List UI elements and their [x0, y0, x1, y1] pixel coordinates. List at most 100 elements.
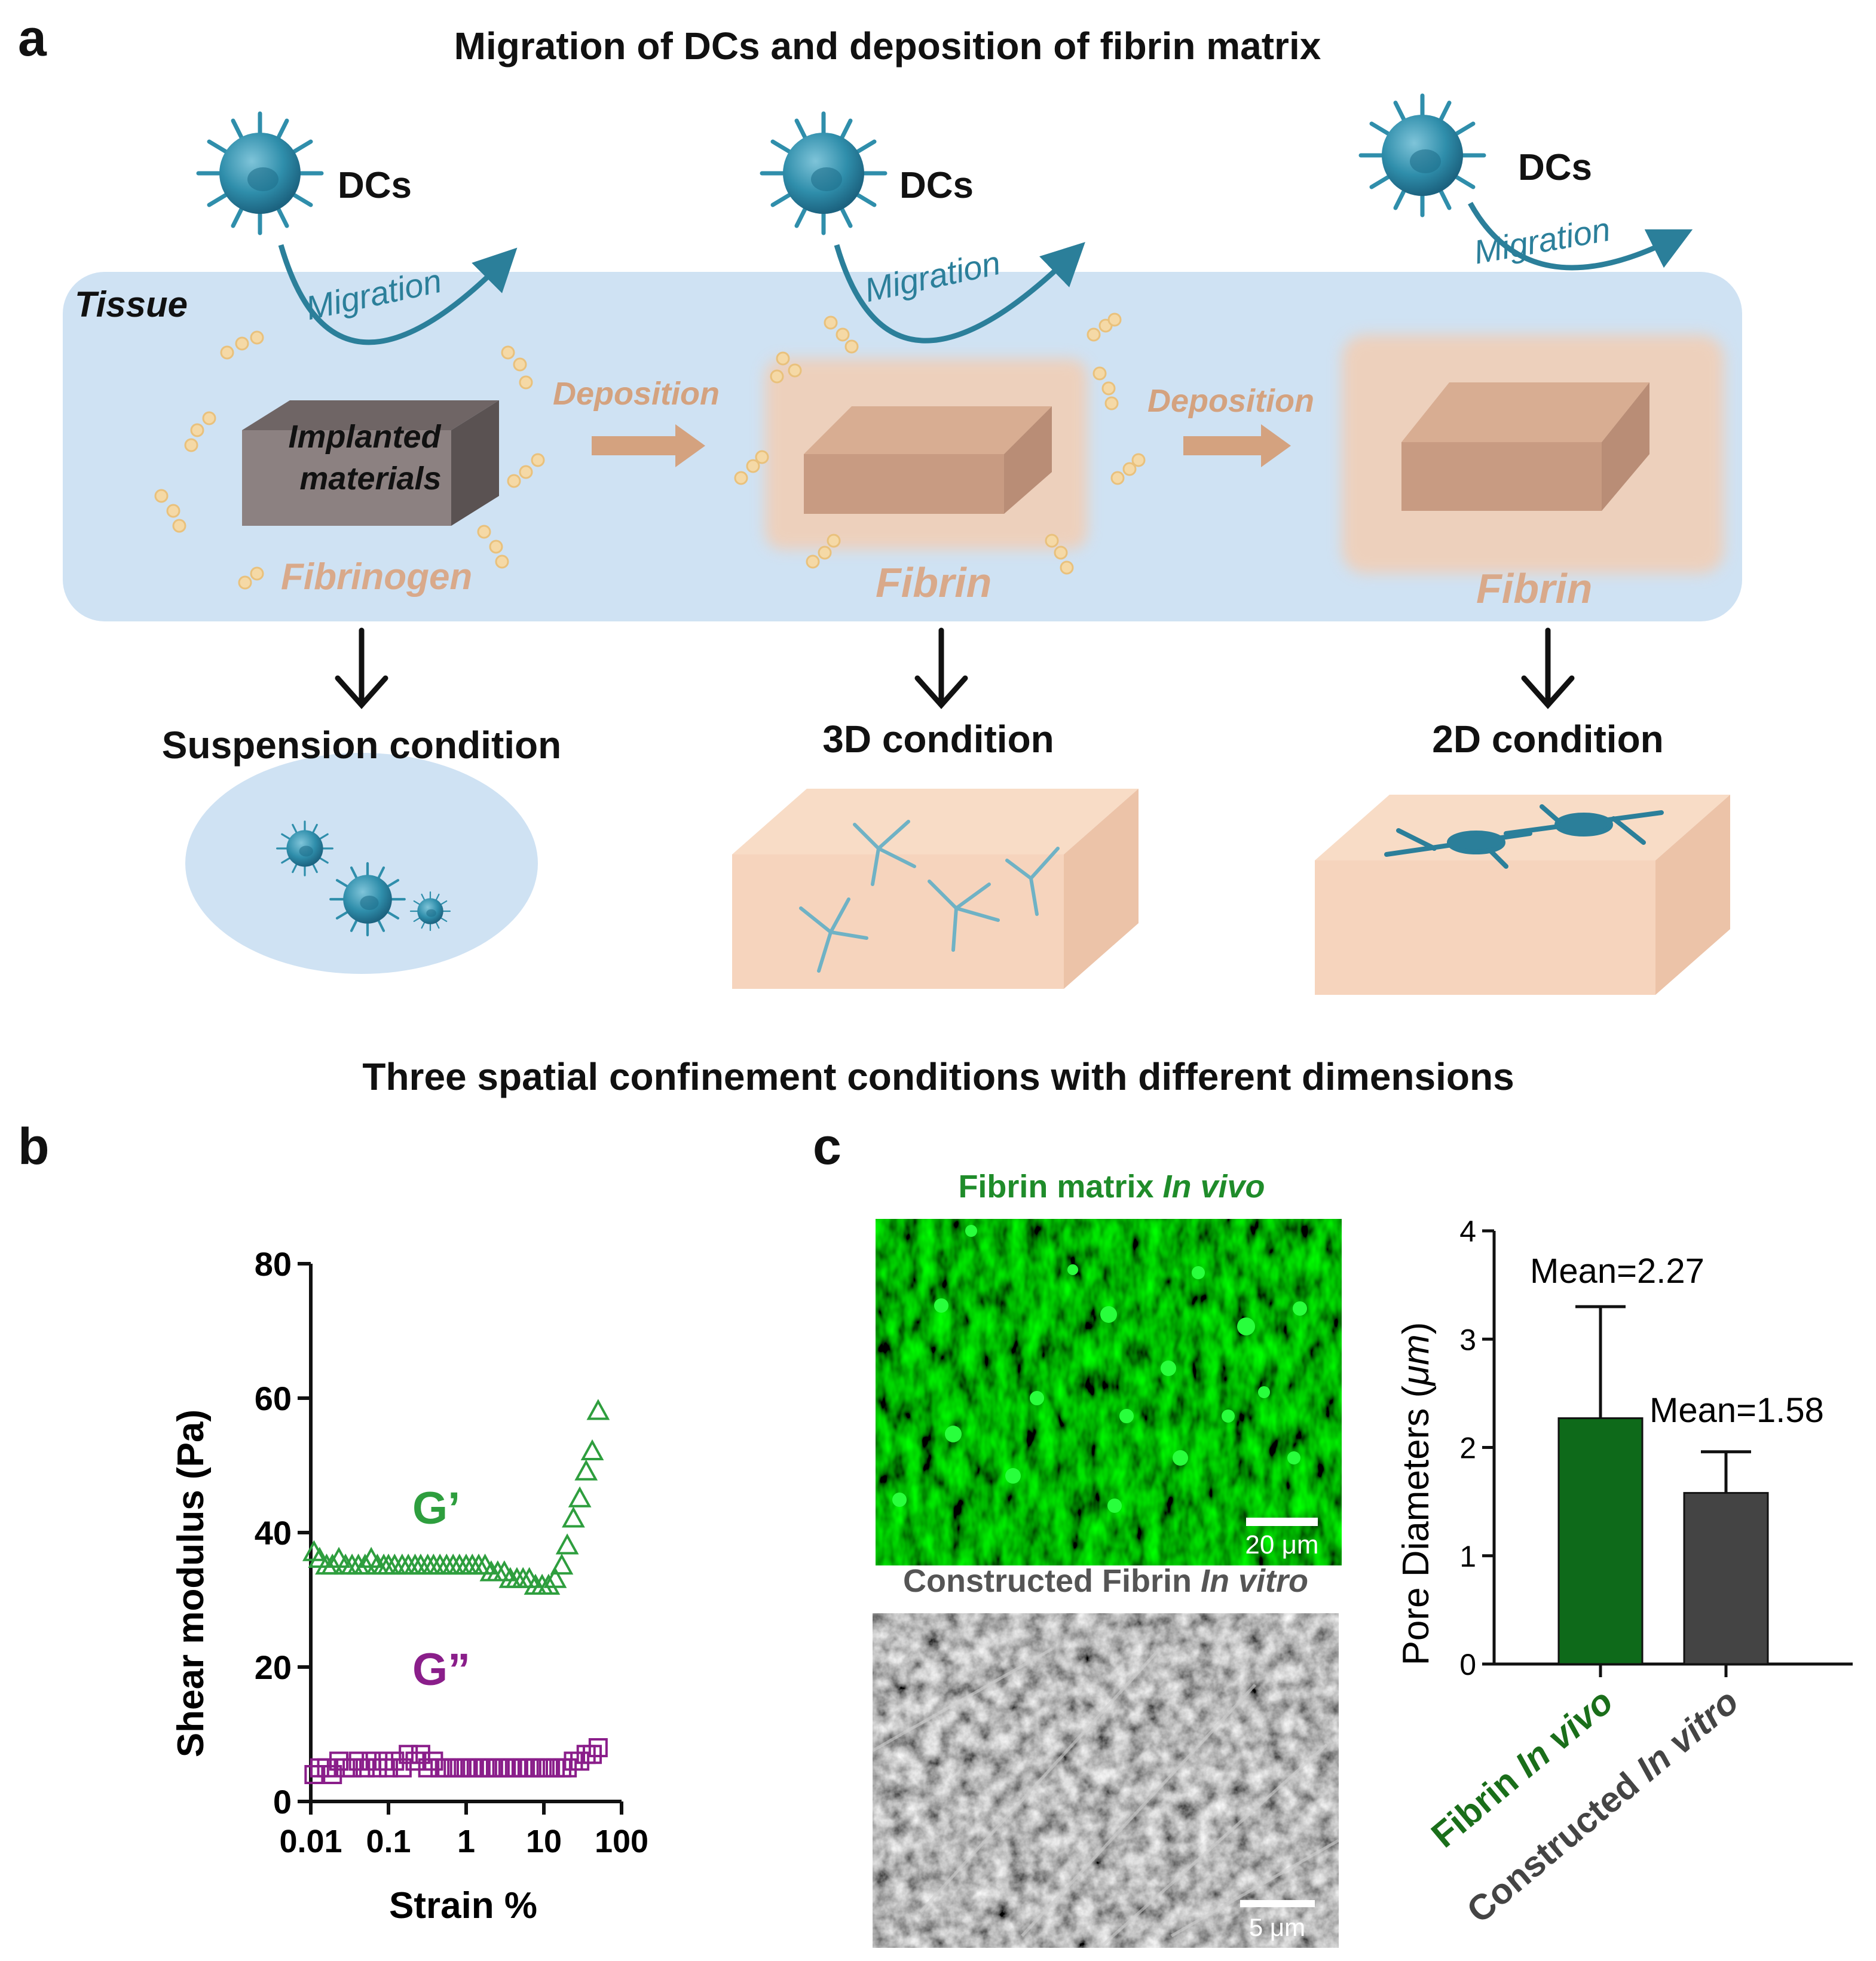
2d-matrix-block-icon	[1315, 795, 1730, 995]
g-double-prime-point	[458, 1760, 475, 1776]
y-tick-label: 0	[273, 1783, 292, 1821]
y-axis-label-plain: Pore Diameters (	[1395, 1386, 1437, 1666]
g-double-prime-point	[464, 1760, 481, 1776]
g-double-prime-point	[350, 1753, 367, 1770]
g-double-prime-point	[509, 1760, 525, 1776]
fibrin-invivo-micrograph: 20 μm	[876, 1219, 1342, 1565]
dcs-label: DCs	[1518, 146, 1592, 189]
g-double-prime-point	[319, 1760, 335, 1776]
x-axis-label: Strain %	[389, 1885, 537, 1926]
g-double-prime-label: G”	[412, 1644, 470, 1695]
scale-bar	[1246, 1518, 1318, 1526]
dc-cell-icon	[1361, 96, 1484, 215]
g-double-prime-point	[375, 1753, 392, 1770]
mean-annotation: Mean=2.27	[1530, 1252, 1704, 1291]
invivo-title-italic: In vivo	[1163, 1169, 1265, 1205]
y-tick-label: 20	[255, 1649, 292, 1686]
panel-b-letter: b	[18, 1117, 50, 1176]
g-double-prime-point	[477, 1760, 494, 1776]
g-prime-point	[558, 1536, 577, 1554]
fibrin-label: Fibrin	[1476, 565, 1592, 612]
down-arrow	[338, 630, 1572, 705]
dcs-label: DCs	[338, 164, 412, 207]
y-tick-label: 3	[1459, 1323, 1476, 1356]
category-label-italic: In vitro	[1629, 1681, 1746, 1789]
x-tick-label: 100	[595, 1824, 648, 1859]
g-double-prime-point	[489, 1760, 506, 1776]
y-axis-label-italic: μm	[1395, 1334, 1437, 1387]
g-double-prime-point	[515, 1760, 531, 1776]
g-double-prime-point	[311, 1760, 328, 1776]
g-double-prime-point	[559, 1760, 576, 1776]
fibrin-invitro-micrograph: 5 μm	[873, 1613, 1339, 1948]
fibrin-coated-material-icon	[1342, 335, 1724, 574]
g-prime-point	[564, 1509, 583, 1527]
g-double-prime-point	[407, 1753, 424, 1770]
category-label-italic: In vivo	[1508, 1681, 1621, 1785]
x-tick-label: 0.1	[366, 1824, 411, 1859]
invitro-image-title: Constructed Fibrin In vitro	[843, 1562, 1369, 1600]
g-prime-point	[570, 1489, 589, 1506]
dcs-label: DCs	[899, 164, 974, 207]
g-double-prime-point	[578, 1746, 595, 1763]
fibrinogen-label: Fibrinogen	[281, 556, 472, 598]
mean-annotation: Mean=1.58	[1649, 1391, 1824, 1430]
y-axis-label: Shear modulus (Pa)	[170, 1410, 212, 1757]
deposition-label: Deposition	[1147, 382, 1314, 419]
shear-modulus-chart: 0 20 40 60 80 0.01 0.1 1 10 100 G’ G” Strain % Sh…	[0, 1195, 747, 1948]
g-prime-point	[583, 1442, 602, 1459]
x-tick-label: 0.01	[279, 1824, 342, 1859]
condition-label-2d: 2D condition	[1345, 717, 1751, 761]
suspension-well-icon	[185, 753, 538, 974]
y-tick-label: 80	[255, 1245, 292, 1283]
invitro-title-italic: In vitro	[1201, 1563, 1308, 1599]
panel-c-letter: c	[813, 1117, 841, 1176]
g-double-prime-point	[584, 1746, 601, 1763]
x-tick-label: 1	[457, 1824, 475, 1859]
g-prime-point	[589, 1402, 608, 1419]
g-double-prime-point	[521, 1760, 538, 1776]
y-tick-label: 60	[255, 1380, 292, 1417]
dc-cell-icon	[198, 114, 322, 233]
g-double-prime-point	[502, 1760, 519, 1776]
y-tick-label: 1	[1459, 1540, 1476, 1573]
condition-label-3d: 3D condition	[735, 717, 1141, 761]
g-prime-label: G’	[412, 1483, 460, 1534]
y-axis-label: Pore Diameters (μm)	[1395, 1322, 1437, 1666]
g-double-prime-point	[451, 1760, 468, 1776]
y-tick-label: 4	[1459, 1215, 1476, 1248]
category-label-plain: Fibrin	[1424, 1754, 1533, 1855]
deposition-label: Deposition	[553, 375, 720, 412]
implanted-materials-line2: materials	[269, 460, 472, 497]
y-tick-label: 2	[1459, 1432, 1476, 1465]
tissue-label: Tissue	[75, 284, 188, 325]
x-tick-label: 10	[526, 1824, 562, 1859]
dc-cell-icon	[762, 114, 885, 233]
invivo-image-title: Fibrin matrix In vivo	[855, 1168, 1369, 1205]
g-double-prime-point	[363, 1753, 380, 1770]
g-double-prime-point	[565, 1753, 582, 1770]
invitro-scalebar-label: 5 μm	[1249, 1913, 1305, 1941]
scale-bar	[1240, 1900, 1315, 1907]
fibrin-coated-material-icon	[765, 359, 1088, 550]
y-tick-label: 0	[1459, 1648, 1476, 1681]
invitro-title-plain: Constructed Fibrin	[903, 1563, 1201, 1599]
implanted-materials-line1: Implanted	[263, 418, 466, 455]
y-tick-label: 40	[255, 1514, 292, 1552]
bar	[1559, 1418, 1642, 1664]
g-double-prime-point	[357, 1760, 374, 1776]
g-double-prime-point	[590, 1739, 607, 1756]
invivo-scalebar-label: 20 μm	[1245, 1530, 1318, 1559]
g-double-prime-point	[571, 1753, 588, 1770]
invivo-title-plain: Fibrin matrix	[958, 1169, 1162, 1205]
condition-label-suspension: Suspension condition	[108, 723, 616, 767]
g-prime-point	[577, 1462, 596, 1479]
g-double-prime-point	[369, 1760, 385, 1776]
bar	[1684, 1493, 1768, 1664]
fibrin-label: Fibrin	[876, 559, 991, 606]
g-double-prime-point	[470, 1760, 487, 1776]
y-axis-label-close: )	[1395, 1322, 1437, 1335]
panel-a-schematic	[0, 0, 1876, 1016]
panel-a-footer: Three spatial confinement conditions wit…	[149, 1055, 1727, 1099]
